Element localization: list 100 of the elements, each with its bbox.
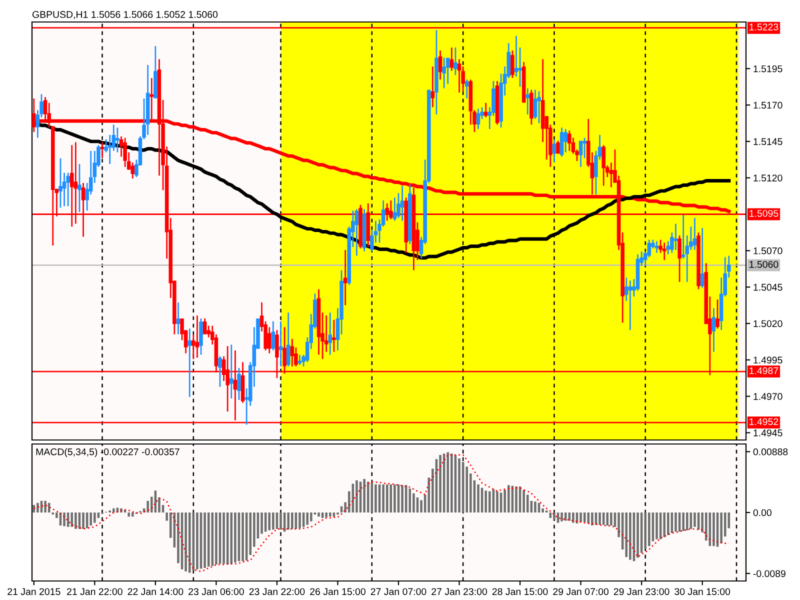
candlestick (446, 58, 450, 84)
candlestick (230, 344, 234, 398)
candlestick (218, 356, 222, 387)
candlestick (674, 224, 678, 250)
x-tick-label: 30 Jan 15:00 (674, 588, 730, 596)
chart-title: MACD(5,34,5) -0.00227 -0.00357 (36, 448, 180, 458)
bar (477, 484, 480, 512)
bar (146, 500, 149, 512)
bar (356, 480, 358, 512)
bar (636, 512, 639, 558)
bar (82, 512, 84, 529)
bar (401, 485, 404, 512)
bar (458, 458, 460, 512)
bar (408, 488, 412, 512)
candlestick (609, 162, 614, 188)
y-tick-label: 1.5195 (754, 65, 782, 72)
bar (94, 512, 96, 523)
bar (580, 512, 582, 522)
bar (184, 512, 187, 572)
candlestick (286, 312, 290, 366)
bar (272, 512, 274, 530)
bar (215, 512, 218, 565)
candlestick (400, 186, 404, 221)
candlestick (476, 108, 480, 130)
bar (74, 512, 77, 529)
bar (310, 512, 312, 522)
bar (587, 512, 590, 524)
candlestick (328, 312, 332, 355)
x-tick-label: 27 Jan 07:00 (370, 588, 426, 596)
candlestick (568, 130, 572, 151)
bar (394, 484, 396, 512)
x-tick-label: 28 Jan 15:00 (492, 588, 548, 596)
y-tick-label: 1.5120 (754, 174, 782, 182)
y-tick-label: 1.4945 (754, 429, 782, 436)
ref-line-label: 1.5060 (750, 260, 778, 268)
candlestick (108, 134, 112, 164)
bar (36, 502, 39, 512)
bar (515, 486, 518, 512)
candlestick (199, 318, 203, 355)
y-tick-label: 0.00 (753, 509, 772, 516)
candlestick (195, 316, 200, 358)
candlestick (692, 218, 697, 250)
candlestick (602, 145, 606, 186)
bar (674, 512, 677, 532)
y-tick-label: -0.0089 (753, 570, 786, 578)
x-tick-label: 23 Jan 06:00 (188, 588, 244, 596)
bar (318, 512, 320, 517)
bar (268, 512, 271, 530)
x-tick-label: 22 Jan 14:00 (128, 588, 184, 596)
y-tick-label: 1.5020 (754, 320, 782, 328)
bar (522, 490, 525, 512)
bar (534, 502, 536, 512)
candlestick (464, 80, 469, 98)
bar (287, 512, 290, 530)
bar (382, 484, 384, 512)
candlestick (454, 48, 458, 76)
candlestick (678, 235, 682, 282)
bar (222, 512, 225, 564)
y-tick-label: 1.5070 (754, 247, 782, 254)
bar (648, 512, 650, 546)
bar (112, 508, 115, 512)
bar (682, 512, 684, 531)
y-tick-label: 0.00888 (753, 448, 788, 456)
chart-title: GBPUSD,H1 1.5056 1.5066 1.5052 1.5060 (32, 11, 218, 20)
bar (44, 500, 46, 512)
bar (298, 512, 301, 528)
candlestick (628, 280, 632, 330)
candlestick (116, 128, 120, 152)
candlestick (662, 242, 666, 260)
candlestick (654, 241, 659, 253)
bar (686, 512, 688, 530)
candlestick (578, 140, 583, 167)
candlestick (666, 241, 670, 254)
candlestick (188, 328, 192, 397)
candlestick (278, 321, 283, 366)
candlestick (457, 59, 462, 93)
bar (446, 452, 450, 512)
candlestick (700, 228, 704, 288)
candlestick (526, 88, 530, 114)
y-tick-label: 1.5145 (754, 138, 782, 146)
y-tick-label: 1.4995 (754, 356, 782, 364)
y-tick-label: 1.5045 (754, 284, 782, 291)
ref-line-label: 1.5095 (750, 210, 778, 217)
bar (610, 512, 612, 526)
bar (291, 512, 294, 529)
bar (625, 512, 628, 558)
candlestick (430, 66, 435, 108)
bar (496, 491, 498, 512)
candlestick (582, 138, 586, 158)
candlestick (271, 321, 276, 350)
candlestick (564, 129, 568, 152)
bar (667, 512, 670, 536)
candlestick (290, 338, 294, 366)
bar (572, 512, 574, 523)
y-tick-label: 1.5170 (754, 102, 782, 109)
candlestick (298, 354, 302, 365)
candlestick (716, 299, 720, 329)
bar (234, 512, 236, 563)
bar (598, 512, 601, 525)
x-tick-label: 27 Jan 23:00 (432, 588, 487, 596)
